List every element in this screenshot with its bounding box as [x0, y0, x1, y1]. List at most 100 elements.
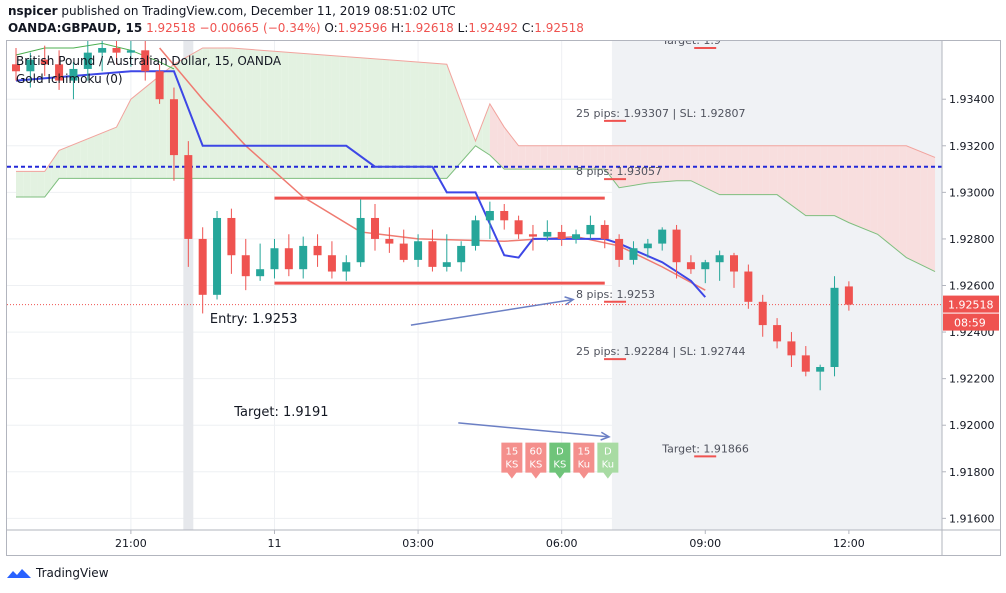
symbol[interactable]: OANDA:GBPAUD, 15: [8, 21, 143, 35]
candle-body: [12, 64, 20, 72]
ytick-label: 1.92200: [949, 373, 995, 386]
cloud-segment: [755, 145, 763, 195]
cloud-segment: [23, 171, 31, 198]
tradingview-logo-icon: [7, 569, 31, 578]
annotation-text: Target: 1.9191: [233, 405, 328, 420]
publisher-text: published on TradingView.com, December 1…: [57, 4, 456, 18]
level-label: 8 pips: 1.93057: [576, 165, 662, 178]
candle-body: [26, 59, 35, 72]
candle-body: [55, 64, 64, 81]
senkou-span-a-line: [16, 47, 936, 172]
countdown-value: 08:59: [954, 317, 986, 330]
cloud-segment: [238, 48, 246, 179]
cloud-segment: [848, 145, 857, 226]
cloud-segment: [425, 62, 433, 179]
cloud-segment: [597, 145, 605, 170]
cloud-segment: [382, 59, 390, 179]
candle-body: [543, 231, 552, 237]
signal-badge: [549, 442, 571, 479]
xtick-label: 11: [267, 537, 281, 550]
price-chart[interactable]: Target: 1.9 25 pips: 1.93307 | SL: 1.9280…: [7, 41, 1000, 555]
candle-body: [457, 245, 466, 263]
cloud-segment: [439, 63, 447, 179]
last-price-tag-value: 1.92518: [948, 299, 994, 312]
candle-body: [514, 220, 523, 235]
cloud-segment: [611, 145, 620, 188]
cloud-segment: [640, 145, 648, 185]
cloud-segment: [123, 99, 131, 179]
cloud-segment: [511, 136, 519, 170]
cloud-segment: [73, 141, 81, 179]
cloud-segment: [102, 130, 110, 179]
cloud-segment: [346, 56, 354, 179]
cloud-segment: [245, 49, 253, 179]
cloud-segment: [410, 61, 419, 179]
level-label: 8 pips: 1.9253: [576, 288, 655, 301]
candle-body: [98, 47, 107, 53]
cloud-segment: [568, 145, 577, 170]
close-label: C:: [521, 21, 535, 35]
cloud-segment: [339, 56, 347, 179]
cloud-segment: [619, 145, 627, 188]
cloud-segment: [891, 145, 900, 252]
cloud-segment: [145, 81, 153, 179]
candle-body: [701, 262, 710, 270]
level-label: 25 pips: 1.93307 | SL: 1.92807: [576, 107, 745, 120]
cloud-segment: [195, 47, 203, 179]
cloud-segment: [877, 145, 885, 241]
candle-body: [428, 241, 437, 267]
cloud-segment: [181, 56, 189, 179]
cloud-segment: [116, 113, 124, 179]
cloud-segment: [152, 75, 160, 179]
cloud-segment: [705, 145, 713, 192]
cloud-segment: [913, 148, 921, 265]
xtick-label: 21:00: [115, 537, 147, 550]
arrow-head: [600, 431, 611, 441]
cloud-segment: [547, 145, 555, 170]
cloud-segment: [633, 145, 641, 186]
arrow-line: [458, 422, 610, 438]
cloud-segment: [267, 50, 275, 179]
cloud-segment: [683, 145, 691, 181]
cloud-segment: [812, 145, 821, 216]
cloud-segment: [576, 145, 584, 170]
signal-badge: [501, 442, 523, 479]
cloud-segment: [296, 52, 304, 179]
cloud-segment: [927, 154, 936, 272]
cloud-segment: [446, 64, 454, 179]
cloud-segment: [66, 144, 74, 179]
low-value: 1.92492: [468, 21, 518, 35]
cloud-segment: [884, 145, 892, 246]
cloud-segment: [403, 61, 411, 179]
chart-panel[interactable]: Target: 1.9 25 pips: 1.93307 | SL: 1.9280…: [6, 40, 1001, 556]
candle-body: [844, 286, 853, 305]
cloud-segment: [130, 93, 139, 179]
cloud-segment: [59, 147, 67, 179]
cloud-segment: [834, 145, 842, 220]
signal-badge: [525, 442, 547, 479]
cloud-segment: [604, 145, 612, 179]
countdown-tag: [943, 313, 999, 331]
candle-body: [715, 255, 724, 263]
cloud-segment: [87, 135, 95, 179]
cloud-segment: [554, 145, 562, 170]
tradingview-brand[interactable]: TradingView: [36, 566, 109, 580]
cloud-segment: [805, 145, 813, 216]
signal-badge: [573, 442, 595, 479]
badge-line2: KS: [553, 460, 566, 471]
badge-line1: 60: [530, 447, 543, 458]
candle-body: [40, 59, 49, 65]
candle-body: [471, 220, 480, 246]
cloud-segment: [44, 160, 52, 198]
highlight-bar-column: [183, 41, 194, 530]
cloud-segment: [324, 55, 332, 179]
open-label: O:: [324, 21, 338, 35]
cloud-segment: [820, 145, 828, 216]
candle-body: [198, 238, 207, 295]
cloud-segment: [353, 57, 361, 179]
candle-body: [528, 234, 537, 237]
candle-body: [126, 50, 135, 53]
annotation-text: Entry: 1.9253: [210, 312, 298, 327]
candle-body: [241, 255, 250, 277]
candle-body: [442, 262, 451, 267]
